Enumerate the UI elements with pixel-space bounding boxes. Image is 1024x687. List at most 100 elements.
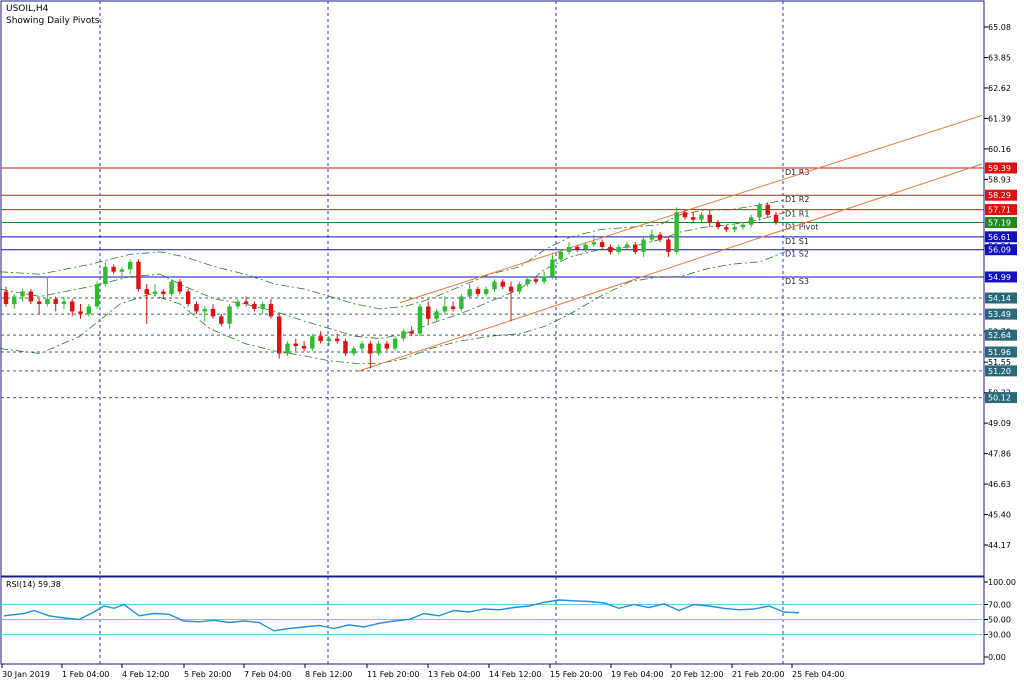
- candle-body: [616, 246, 621, 252]
- candle-body: [70, 301, 75, 312]
- price-badge-label: 53.49: [988, 310, 1011, 319]
- pivot-label: D1 R3: [785, 168, 809, 177]
- middle-band: [0, 211, 786, 340]
- x-tick-label: 8 Feb 12:00: [305, 670, 352, 679]
- candle-body: [674, 212, 679, 252]
- x-tick-label: 20 Feb 12:00: [671, 670, 723, 679]
- candle-body: [351, 348, 356, 354]
- candle-body: [194, 303, 199, 312]
- rsi-title: RSI(14) 59.38: [6, 580, 61, 589]
- candle-body: [227, 306, 232, 324]
- candle-body: [682, 212, 688, 218]
- candle-body: [235, 301, 241, 307]
- y-tick-label: 61.39: [988, 114, 1011, 123]
- price-badge-label: 54.99: [988, 273, 1011, 282]
- candle-body: [434, 311, 439, 319]
- y-tick-label: 65.08: [988, 23, 1011, 32]
- candle-body: [111, 266, 116, 272]
- candle-body: [86, 306, 91, 314]
- candle-body: [392, 338, 398, 349]
- pivot-label: D1 S3: [785, 277, 809, 286]
- candle-body: [3, 291, 9, 304]
- candle-body: [169, 281, 174, 295]
- y-tick-label: 47.86: [988, 450, 1011, 459]
- lower-band: [0, 251, 786, 364]
- x-tick-label: 4 Feb 12:00: [122, 670, 169, 679]
- candle-body: [624, 244, 630, 247]
- candle-body: [525, 279, 530, 285]
- price-badge-label: 57.19: [988, 218, 1011, 227]
- price-badge: [985, 365, 1017, 377]
- price-badge-label: 58.29: [988, 191, 1011, 200]
- x-tick-label: 25 Feb 04:00: [792, 670, 844, 679]
- candle-body: [252, 303, 257, 309]
- candle-body: [277, 316, 282, 354]
- price-badge: [985, 392, 1017, 404]
- candle-body: [541, 276, 547, 282]
- rsi-line: [3, 599, 800, 632]
- candle-body: [28, 291, 34, 302]
- x-tick-label: 30 Jan 2019: [2, 670, 50, 679]
- y-tick-label: 58.93: [988, 175, 1011, 184]
- price-badge: [985, 231, 1017, 243]
- candle-body: [633, 244, 638, 252]
- price-badge: [985, 189, 1017, 201]
- x-tick-label: 1 Feb 04:00: [62, 670, 109, 679]
- candle-body: [318, 336, 323, 342]
- axes: 65.0863.8562.6261.3960.1658.9356.2452.78…: [1, 23, 1017, 679]
- price-badge: [985, 204, 1017, 216]
- candle-body: [575, 246, 580, 250]
- candle-body: [715, 222, 721, 228]
- candle-body: [724, 227, 729, 230]
- candle-body: [127, 261, 133, 270]
- candle-body: [442, 306, 448, 312]
- candle-body: [508, 286, 514, 292]
- candle-body: [492, 281, 497, 290]
- x-tick-label: 7 Feb 04:00: [244, 670, 291, 679]
- candle-body: [161, 291, 166, 295]
- price-badge-label: 56.09: [988, 246, 1011, 255]
- y-tick-label: 60.16: [988, 145, 1011, 154]
- x-tick-label: 19 Feb 04:00: [611, 670, 663, 679]
- y-tick-label: 44.17: [988, 541, 1011, 550]
- candle-body: [550, 259, 555, 277]
- price-badge-label: 57.71: [988, 206, 1011, 215]
- candle-body: [566, 246, 572, 252]
- pivot-label: D1 S1: [785, 237, 809, 246]
- price-badge-label: 54.14: [988, 294, 1011, 303]
- candle-body: [326, 338, 332, 342]
- candle-body: [210, 308, 216, 317]
- candle-body: [467, 289, 472, 297]
- pivot-label: D1 R1: [785, 210, 809, 219]
- price-badge: [985, 162, 1017, 174]
- y-tick-label: 62.62: [988, 84, 1011, 93]
- candle-body: [591, 242, 597, 245]
- rsi-panel[interactable]: RSI(14) 59.38: [0, 576, 985, 665]
- price-frame: [0, 0, 985, 577]
- rsi-y-tick-label: 30.00: [988, 631, 1011, 640]
- price-badge-label: 52.64: [988, 331, 1011, 340]
- candle-body: [301, 346, 307, 349]
- candle-body: [533, 279, 539, 282]
- candle-body: [657, 234, 663, 240]
- candle-body: [293, 343, 298, 347]
- candle-body: [401, 331, 406, 339]
- candle-body: [500, 281, 505, 287]
- symbol-label: USOIL,H4: [6, 4, 49, 14]
- price-badge: [985, 216, 1017, 228]
- pivot-label: D1 S2: [785, 250, 809, 259]
- candle-body: [119, 269, 125, 272]
- price-badge-label: 51.20: [988, 367, 1011, 376]
- candle-body: [484, 289, 489, 295]
- chart-subtitle: Showing Daily Pivots.: [6, 16, 102, 26]
- candle-body: [608, 246, 613, 252]
- candle-body: [177, 281, 183, 292]
- price-panel[interactable]: D1 R3 D1 R2 D1 R1 D1 Pivot D1 S1 D1 S2 D1 S3: [0, 0, 985, 577]
- x-tick-label: 14 Feb 12:00: [489, 670, 541, 679]
- candle-body: [732, 227, 737, 230]
- rsi-y-tick-label: 100.00: [988, 578, 1016, 587]
- price-badge: [985, 346, 1017, 358]
- candle-body: [368, 343, 373, 354]
- candle-body: [426, 306, 431, 319]
- candle-body: [459, 296, 464, 309]
